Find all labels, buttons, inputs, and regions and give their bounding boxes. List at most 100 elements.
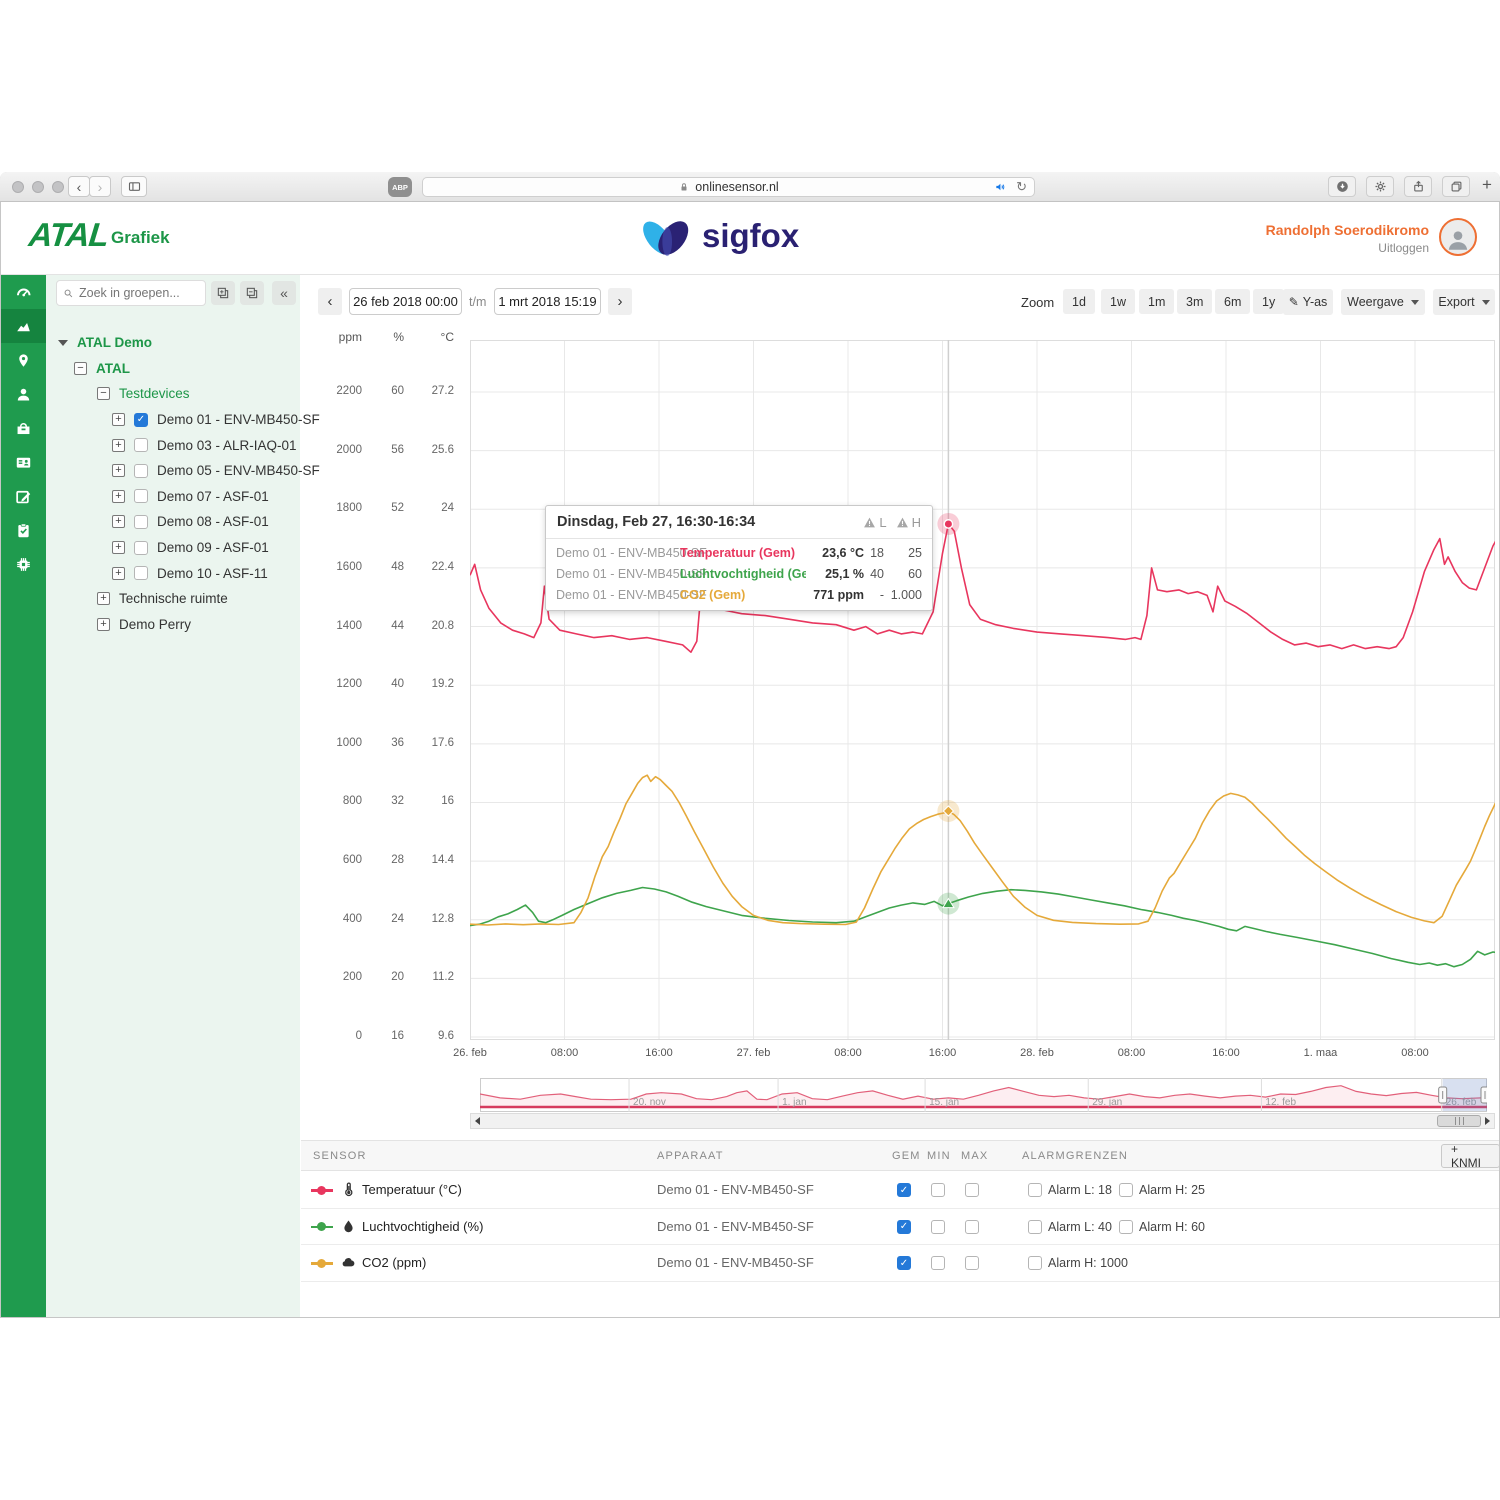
tree-item-demo-07-asf-01[interactable]: + Demo 07 - ASF-01 [46,484,300,510]
user-name[interactable]: Randolph Soerodikromo [1265,222,1429,238]
reload-icon[interactable]: ↻ [1016,179,1027,194]
date-to-input[interactable] [494,288,601,315]
selection-handle-right[interactable] [1480,1086,1487,1104]
zoom-1m-button[interactable]: 1m [1139,289,1175,314]
next-range-button[interactable]: › [608,288,632,315]
back-button[interactable]: ‹ [68,176,90,197]
zoom-1d-button[interactable]: 1d [1063,289,1095,314]
expand-icon[interactable]: + [112,464,125,478]
tree-item-testdevices[interactable]: − Testdevices [46,381,300,407]
rail-item-edit[interactable] [1,479,46,513]
alarm-checkbox[interactable] [1028,1256,1042,1270]
share-button[interactable] [1404,176,1432,197]
zoom-3m-button[interactable]: 3m [1177,289,1213,314]
export-dropdown[interactable]: Export [1433,289,1495,315]
tree-checkbox[interactable] [134,514,148,529]
rail-item-graphs[interactable] [1,309,46,343]
tree-checkbox[interactable] [134,438,148,453]
mute-icon[interactable] [994,180,1008,194]
zoom-6m-button[interactable]: 6m [1215,289,1251,314]
rail-item-locations[interactable] [1,343,46,377]
navigator-selection[interactable] [1442,1079,1487,1111]
expand-icon[interactable]: + [112,515,125,529]
tree-checkbox[interactable]: ✓ [134,412,148,427]
tree-item-demo-perry[interactable]: + Demo Perry [46,612,300,638]
collapse-all-button[interactable] [240,281,264,305]
selection-handle-left[interactable] [1438,1086,1448,1104]
prev-range-button[interactable]: ‹ [318,288,342,315]
view-dropdown[interactable]: Weergave [1341,289,1425,315]
zoom-window-button[interactable] [52,181,64,193]
min-checkbox[interactable] [931,1183,945,1197]
max-checkbox[interactable] [965,1219,979,1234]
forward-button[interactable]: › [89,176,111,197]
collapse-icon[interactable]: − [97,387,110,401]
expand-icon[interactable]: + [112,566,125,580]
search-input[interactable] [79,286,199,300]
range-navigator[interactable]: 20. nov 1. jan 15. jan 29. jan 12. feb 26. fe… [480,1078,1487,1112]
date-from-input[interactable] [349,288,462,315]
tree-checkbox[interactable] [134,463,148,478]
alarm-checkbox[interactable] [1028,1219,1042,1234]
expand-icon[interactable]: + [112,541,125,555]
atal-logo[interactable]: ATAL [27,216,111,253]
tree-item-demo-08-asf-01[interactable]: + Demo 08 - ASF-01 [46,509,300,535]
tree-item-demo-01-env-mb450-sf[interactable]: + ✓ Demo 01 - ENV-MB450-SF [46,407,320,433]
max-checkbox[interactable] [965,1256,979,1270]
rail-item-contacts[interactable] [1,445,46,479]
close-window-button[interactable] [12,181,24,193]
address-bar[interactable]: onlinesensor.nl ↻ [422,177,1035,197]
downloads-button[interactable] [1328,176,1356,197]
alarm-checkbox[interactable] [1119,1219,1133,1234]
zoom-1w-button[interactable]: 1w [1101,289,1135,314]
rail-item-system[interactable] [1,547,46,581]
tabs-button[interactable] [1442,176,1470,197]
scroll-right-icon[interactable] [1485,1117,1490,1125]
zoom-1y-button[interactable]: 1y [1253,289,1285,314]
tree-item-demo-09-asf-01[interactable]: + Demo 09 - ASF-01 [46,535,300,561]
tree-item-demo-05-env-mb450-sf[interactable]: + Demo 05 - ENV-MB450-SF [46,458,320,484]
chart-canvas[interactable] [470,340,1495,1040]
adblock-badge[interactable]: ABP [388,177,412,197]
alarm-checkbox[interactable] [1028,1183,1042,1197]
tree-checkbox[interactable] [134,489,148,504]
tree-item-technische-ruimte[interactable]: + Technische ruimte [46,586,300,612]
avatar[interactable] [1439,218,1477,256]
scrollbar-thumb[interactable] [1437,1115,1481,1127]
expand-icon[interactable]: + [112,489,125,503]
rail-item-dashboard[interactable] [1,275,46,309]
sidebar-toggle-button[interactable] [121,176,147,197]
gem-checkbox[interactable]: ✓ [897,1256,911,1270]
expand-icon[interactable]: + [97,592,110,606]
settings-button[interactable] [1366,176,1394,197]
scroll-left-icon[interactable] [475,1117,480,1125]
rail-item-devices[interactable] [1,411,46,445]
tree-item-atal-demo[interactable]: ATAL Demo [46,330,300,356]
rail-item-users[interactable] [1,377,46,411]
group-search[interactable] [56,280,206,306]
expand-all-button[interactable] [211,281,235,305]
y-axis-button[interactable]: ✎ Y-as [1283,289,1333,315]
gem-checkbox[interactable]: ✓ [897,1183,911,1197]
tree-item-demo-10-asf-11[interactable]: + Demo 10 - ASF-11 [46,560,300,586]
tree-item-atal[interactable]: − ATAL [46,356,300,382]
tree-checkbox[interactable] [134,540,148,555]
minimize-window-button[interactable] [32,181,44,193]
collapse-panel-button[interactable]: « [272,281,296,305]
max-checkbox[interactable] [965,1183,979,1197]
tree-checkbox[interactable] [134,566,148,581]
expand-icon[interactable]: + [112,438,125,452]
logout-link[interactable]: Uitloggen [1378,241,1429,255]
knmi-button[interactable]: + KNMI [1441,1142,1500,1170]
expand-icon[interactable]: + [97,617,110,631]
min-checkbox[interactable] [931,1256,945,1270]
gem-checkbox[interactable]: ✓ [897,1219,911,1234]
rail-item-tasks[interactable] [1,513,46,547]
expand-icon[interactable]: + [112,413,125,427]
alarm-checkbox[interactable] [1119,1183,1133,1197]
new-tab-button[interactable]: + [1482,175,1492,194]
tree-item-demo-03-alr-iaq-01[interactable]: + Demo 03 - ALR-IAQ-01 [46,432,300,458]
min-checkbox[interactable] [931,1219,945,1234]
chart-scrollbar[interactable] [470,1113,1495,1129]
collapse-icon[interactable]: − [74,361,87,375]
